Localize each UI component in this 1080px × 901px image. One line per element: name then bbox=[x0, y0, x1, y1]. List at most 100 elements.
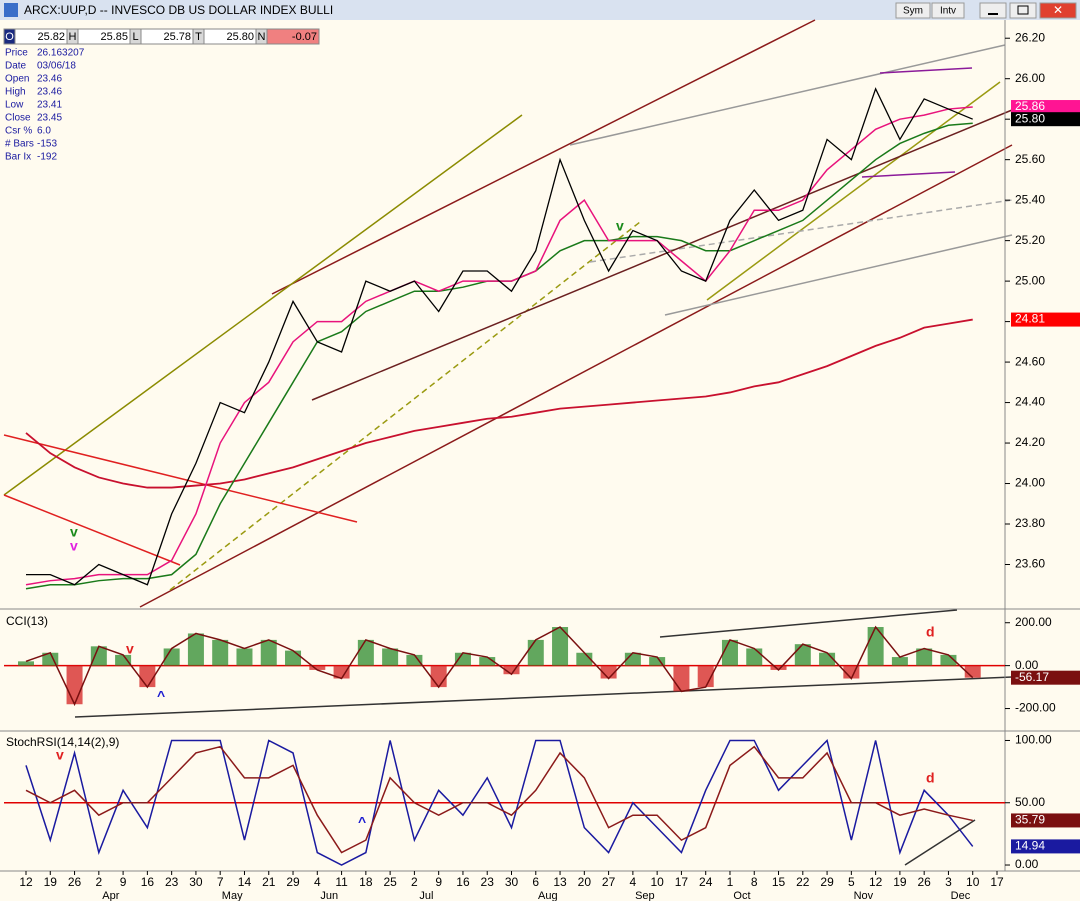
quote-value: 25.80 bbox=[226, 31, 254, 43]
series-line bbox=[26, 87, 973, 586]
y-tick-label: 24.40 bbox=[1015, 395, 1045, 409]
title-bar bbox=[0, 0, 1080, 20]
last-value-box bbox=[1011, 670, 1080, 685]
minimize-button[interactable] bbox=[979, 2, 1007, 19]
histogram-bar bbox=[746, 648, 763, 666]
quote-value-box bbox=[266, 28, 320, 45]
info-value: -192 bbox=[37, 152, 57, 163]
y-tick-label: 25.20 bbox=[1015, 233, 1045, 247]
trendline bbox=[3, 494, 181, 566]
y-tick-label: 25.40 bbox=[1015, 192, 1045, 206]
month-label: Jul bbox=[419, 890, 433, 901]
trendline bbox=[3, 434, 358, 523]
annotation: v bbox=[616, 218, 624, 234]
x-tick-label: 12 bbox=[869, 875, 883, 889]
x-tick-label: 14 bbox=[238, 875, 252, 889]
x-tick-label: 21 bbox=[262, 875, 276, 889]
x-tick-label: 10 bbox=[966, 875, 980, 889]
x-tick-label: 26 bbox=[917, 875, 931, 889]
x-tick-label: 19 bbox=[893, 875, 907, 889]
x-tick-label: 8 bbox=[751, 875, 758, 889]
annotation: d bbox=[926, 624, 935, 640]
annotation: v bbox=[70, 524, 78, 540]
x-tick-label: 4 bbox=[314, 875, 321, 889]
last-value-label: -56.17 bbox=[1015, 670, 1049, 684]
last-value-box bbox=[1011, 112, 1080, 127]
histogram-bar bbox=[115, 654, 132, 666]
x-tick-label: 16 bbox=[456, 875, 470, 889]
trendline bbox=[904, 819, 976, 866]
histogram-bar bbox=[552, 627, 569, 666]
histogram-bar bbox=[285, 650, 302, 666]
quote-key: O bbox=[5, 31, 14, 43]
info-value: 6.0 bbox=[37, 126, 51, 137]
x-tick-label: 16 bbox=[141, 875, 155, 889]
x-tick-label: 1 bbox=[727, 875, 734, 889]
info-label: Close bbox=[5, 113, 31, 124]
trendline bbox=[311, 109, 1013, 401]
month-label: Dec bbox=[951, 890, 971, 901]
info-value: 23.41 bbox=[37, 100, 62, 111]
histogram-bar bbox=[527, 639, 544, 666]
x-tick-label: 11 bbox=[335, 875, 348, 889]
histogram-bar bbox=[770, 665, 787, 670]
maximize-icon bbox=[1017, 5, 1029, 15]
info-label: Price bbox=[5, 48, 28, 59]
x-tick-label: 9 bbox=[435, 875, 442, 889]
x-tick-label: 25 bbox=[383, 875, 397, 889]
y-tick-label: 23.80 bbox=[1015, 516, 1045, 530]
sym-label[interactable]: Sym bbox=[903, 6, 923, 17]
sym-button[interactable] bbox=[895, 2, 931, 19]
info-value: 23.46 bbox=[37, 74, 62, 85]
info-value: 26.163207 bbox=[37, 48, 85, 59]
quote-bar: O 25.82 H 25.85 L 25.78 T 25.80 N -0.07 bbox=[3, 28, 320, 45]
intv-button[interactable] bbox=[931, 2, 965, 19]
x-tick-label: 23 bbox=[165, 875, 179, 889]
histogram-bar bbox=[406, 654, 423, 666]
y-tick-label: 25.00 bbox=[1015, 273, 1045, 287]
last-value-label: 24.81 bbox=[1015, 312, 1045, 326]
x-tick-label: 18 bbox=[359, 875, 373, 889]
x-tick-label: 17 bbox=[990, 875, 1004, 889]
close-button[interactable] bbox=[1039, 2, 1077, 19]
histogram-bar bbox=[333, 665, 350, 679]
histogram-bar bbox=[357, 639, 374, 666]
last-value-box bbox=[1011, 839, 1080, 854]
info-value: 23.46 bbox=[37, 87, 62, 98]
series-line bbox=[25, 318, 973, 489]
y-tick-label: 100.00 bbox=[1015, 733, 1052, 747]
histogram-bar bbox=[916, 648, 933, 666]
last-value-label: 35.79 bbox=[1015, 813, 1045, 827]
x-tick-label: 2 bbox=[411, 875, 418, 889]
info-label: Open bbox=[5, 74, 29, 85]
histogram-bar bbox=[212, 639, 229, 666]
trendlines bbox=[3, 19, 1013, 866]
x-tick-label: 24 bbox=[699, 875, 713, 889]
histogram-bar bbox=[260, 639, 277, 666]
y-tick-label: 0.00 bbox=[1015, 857, 1039, 871]
info-label: Date bbox=[5, 61, 27, 72]
last-value-label: 25.86 bbox=[1015, 99, 1045, 113]
x-tick-label: 9 bbox=[120, 875, 127, 889]
info-label: # Bars bbox=[5, 139, 34, 150]
y-tick-label: 24.20 bbox=[1015, 435, 1045, 449]
maximize-button[interactable] bbox=[1009, 2, 1037, 19]
trendline bbox=[569, 44, 1006, 146]
x-tick-label: 12 bbox=[19, 875, 33, 889]
histogram-bar bbox=[382, 648, 399, 666]
last-value-box bbox=[1011, 813, 1080, 828]
x-tick-label: 6 bbox=[532, 875, 539, 889]
y-tick-label: 25.60 bbox=[1015, 152, 1045, 166]
x-tick-label: 23 bbox=[481, 875, 495, 889]
x-tick-label: 27 bbox=[602, 875, 616, 889]
info-label: Bar Ix bbox=[5, 152, 31, 163]
month-label: Jun bbox=[320, 890, 338, 901]
month-label: Apr bbox=[102, 890, 119, 901]
last-value-label: 25.80 bbox=[1015, 111, 1045, 125]
intv-label[interactable]: Intv bbox=[940, 6, 956, 17]
x-tick-label: 13 bbox=[553, 875, 567, 889]
trendline bbox=[659, 609, 958, 638]
histogram-bar bbox=[721, 639, 738, 666]
